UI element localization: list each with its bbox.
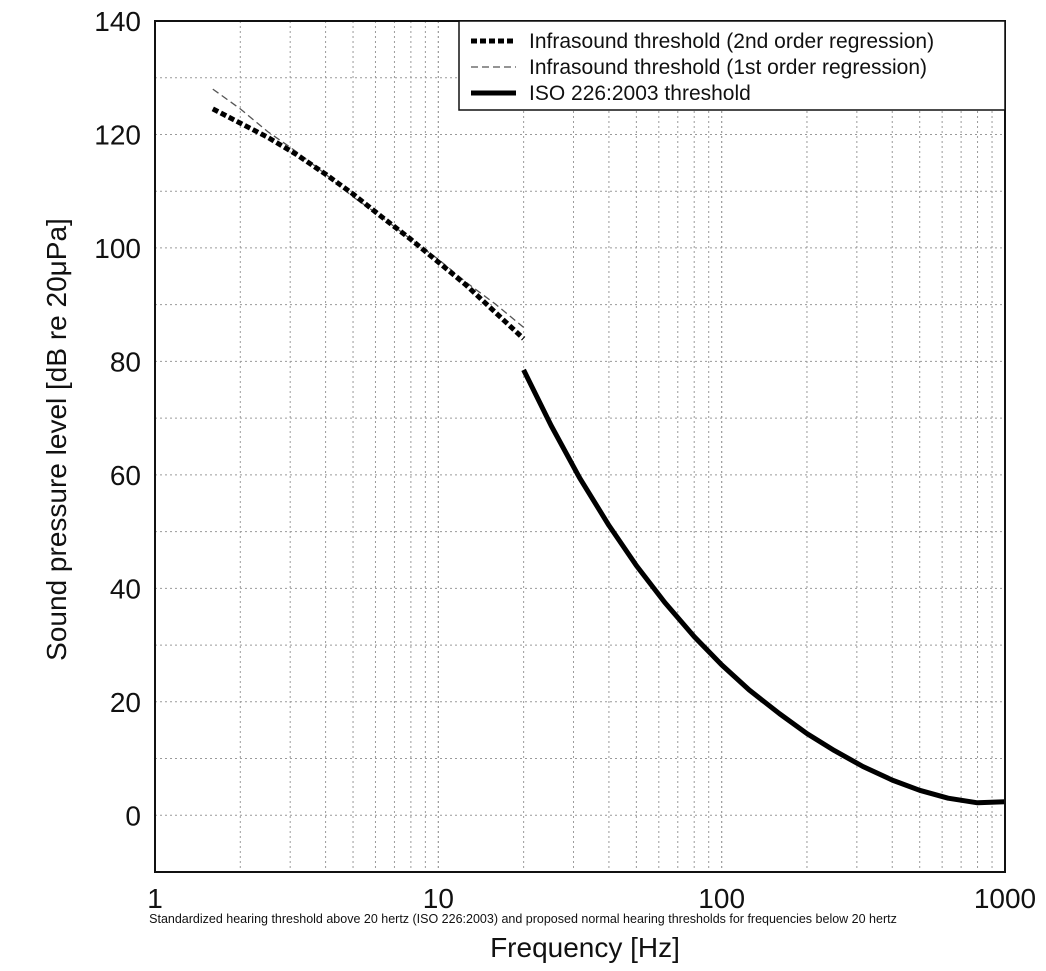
y-tick-label: 0 [125, 800, 141, 831]
tick-labels: 0 20 40 60 80 100 120 140 1 10 100 1000 [94, 6, 1036, 914]
series-line-2 [212, 88, 525, 328]
grid [155, 21, 1005, 872]
legend-entry: Infrasound threshold (1st order regressi… [529, 56, 927, 79]
y-tick-label: 60 [110, 460, 141, 491]
x-tick-label: 100 [698, 883, 745, 914]
x-tick-label: 1 [147, 883, 163, 914]
series-line-1 [211, 106, 526, 341]
legend-entry: ISO 226:2003 threshold [529, 82, 751, 105]
y-tick-label: 100 [94, 233, 141, 264]
legend-entry: Infrasound threshold (2nd order regressi… [529, 30, 934, 53]
y-tick-label: 40 [110, 573, 141, 604]
y-axis-label: Sound pressure level [dB re 20μPa] [41, 218, 72, 661]
figure-caption: Standardized hearing threshold above 20 … [149, 912, 897, 926]
legend-box [458, 20, 1006, 111]
series-line-3 [521, 368, 1006, 806]
x-tick-label: 1000 [974, 883, 1036, 914]
x-axis-label: Frequency [Hz] [490, 932, 680, 963]
y-tick-label: 120 [94, 119, 141, 150]
y-tick-label: 140 [94, 6, 141, 37]
x-tick-label: 10 [423, 883, 454, 914]
y-tick-label: 80 [110, 346, 141, 377]
y-tick-label: 20 [110, 687, 141, 718]
legend: Infrasound threshold (2nd order regressi… [458, 20, 1006, 111]
series-layer [211, 88, 1006, 806]
